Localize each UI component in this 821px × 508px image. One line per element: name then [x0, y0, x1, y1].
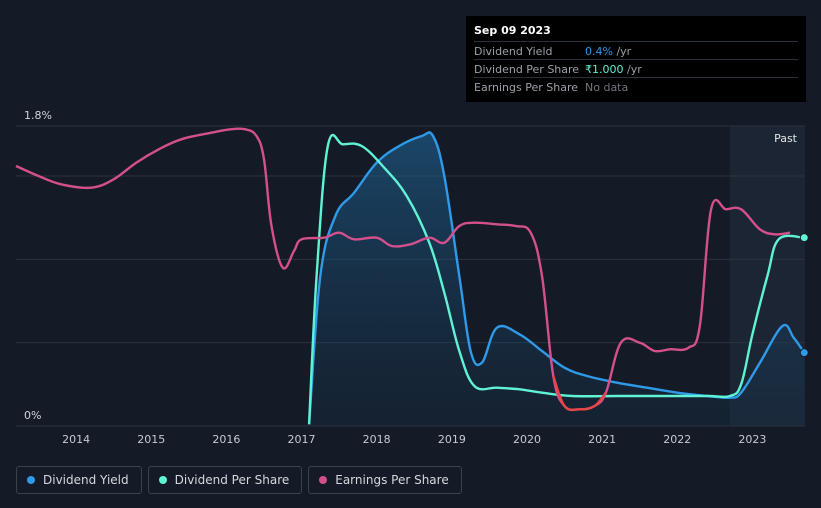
x-tick-label: 2014 [62, 433, 90, 446]
series-end-markers [799, 233, 809, 358]
x-tick-label: 2022 [663, 433, 691, 446]
x-tick-label: 2023 [738, 433, 766, 446]
y-axis-ticks: 1.8% 0% [24, 109, 52, 422]
tooltip-unit: /yr [623, 63, 642, 76]
tooltip-date: Sep 09 2023 [474, 24, 551, 37]
dividend-yield-end-marker [799, 348, 809, 358]
legend-dot-icon [158, 476, 167, 484]
legend-item-dividend-per-share[interactable]: Dividend Per Share [147, 466, 303, 494]
series-lines [15, 127, 806, 425]
x-axis-ticks: 2014 2015 2016 2017 2018 2019 2020 2021 2022 2023 [62, 433, 766, 446]
tooltip-value-number: ₹1.000 [585, 63, 624, 76]
x-tick-label: 2018 [363, 433, 391, 446]
legend-label: Earnings Per Share [335, 473, 449, 487]
earnings-negative-segment [552, 375, 607, 412]
tooltip-row-earnings-per-share: Earnings Per Share No data [474, 77, 798, 95]
tooltip-value-number: No data [585, 81, 629, 94]
tooltip-label: Dividend Yield [474, 45, 553, 58]
past-label: Past [774, 132, 798, 145]
y-tick-label: 1.8% [24, 109, 52, 122]
tooltip-value-number: 0.4% [585, 45, 613, 58]
x-tick-label: 2016 [212, 433, 240, 446]
tooltip-row-dividend-yield: Dividend Yield 0.4% /yr [474, 41, 798, 59]
earnings-per-share-line [15, 127, 791, 412]
tooltip-label: Dividend Per Share [474, 63, 580, 76]
legend-label: Dividend Per Share [174, 473, 290, 487]
tooltip-value: 0.4% /yr [585, 45, 631, 58]
dividend-per-share-line [307, 133, 805, 425]
legend-item-earnings-per-share[interactable]: Earnings Per Share [308, 466, 462, 494]
y-tick-label: 0% [24, 409, 41, 422]
legend-item-dividend-yield[interactable]: Dividend Yield [16, 466, 142, 494]
hover-tooltip: Sep 09 2023 Dividend Yield 0.4% /yr Divi… [466, 16, 806, 102]
x-tick-label: 2020 [513, 433, 541, 446]
legend-label: Dividend Yield [43, 473, 129, 487]
tooltip-value: No data [585, 81, 628, 94]
legend-dot-icon [319, 476, 328, 484]
legend-dot-icon [27, 476, 35, 484]
tooltip-unit: /yr [612, 45, 632, 58]
dividend-per-share-end-marker [799, 233, 809, 243]
x-tick-label: 2017 [288, 433, 316, 446]
tooltip-value: ₹1.000 /yr [585, 63, 642, 76]
x-tick-label: 2015 [137, 433, 165, 446]
dividend-yield-line [307, 131, 806, 425]
chart-legend: Dividend Yield Dividend Per Share Earnin… [16, 466, 462, 494]
tooltip-label: Earnings Per Share [474, 81, 579, 94]
x-tick-label: 2021 [588, 433, 616, 446]
x-tick-label: 2019 [438, 433, 466, 446]
tooltip-row-dividend-per-share: Dividend Per Share ₹1.000 /yr [474, 59, 798, 77]
dividend-yield-area [309, 132, 805, 426]
series-areas [309, 132, 805, 426]
